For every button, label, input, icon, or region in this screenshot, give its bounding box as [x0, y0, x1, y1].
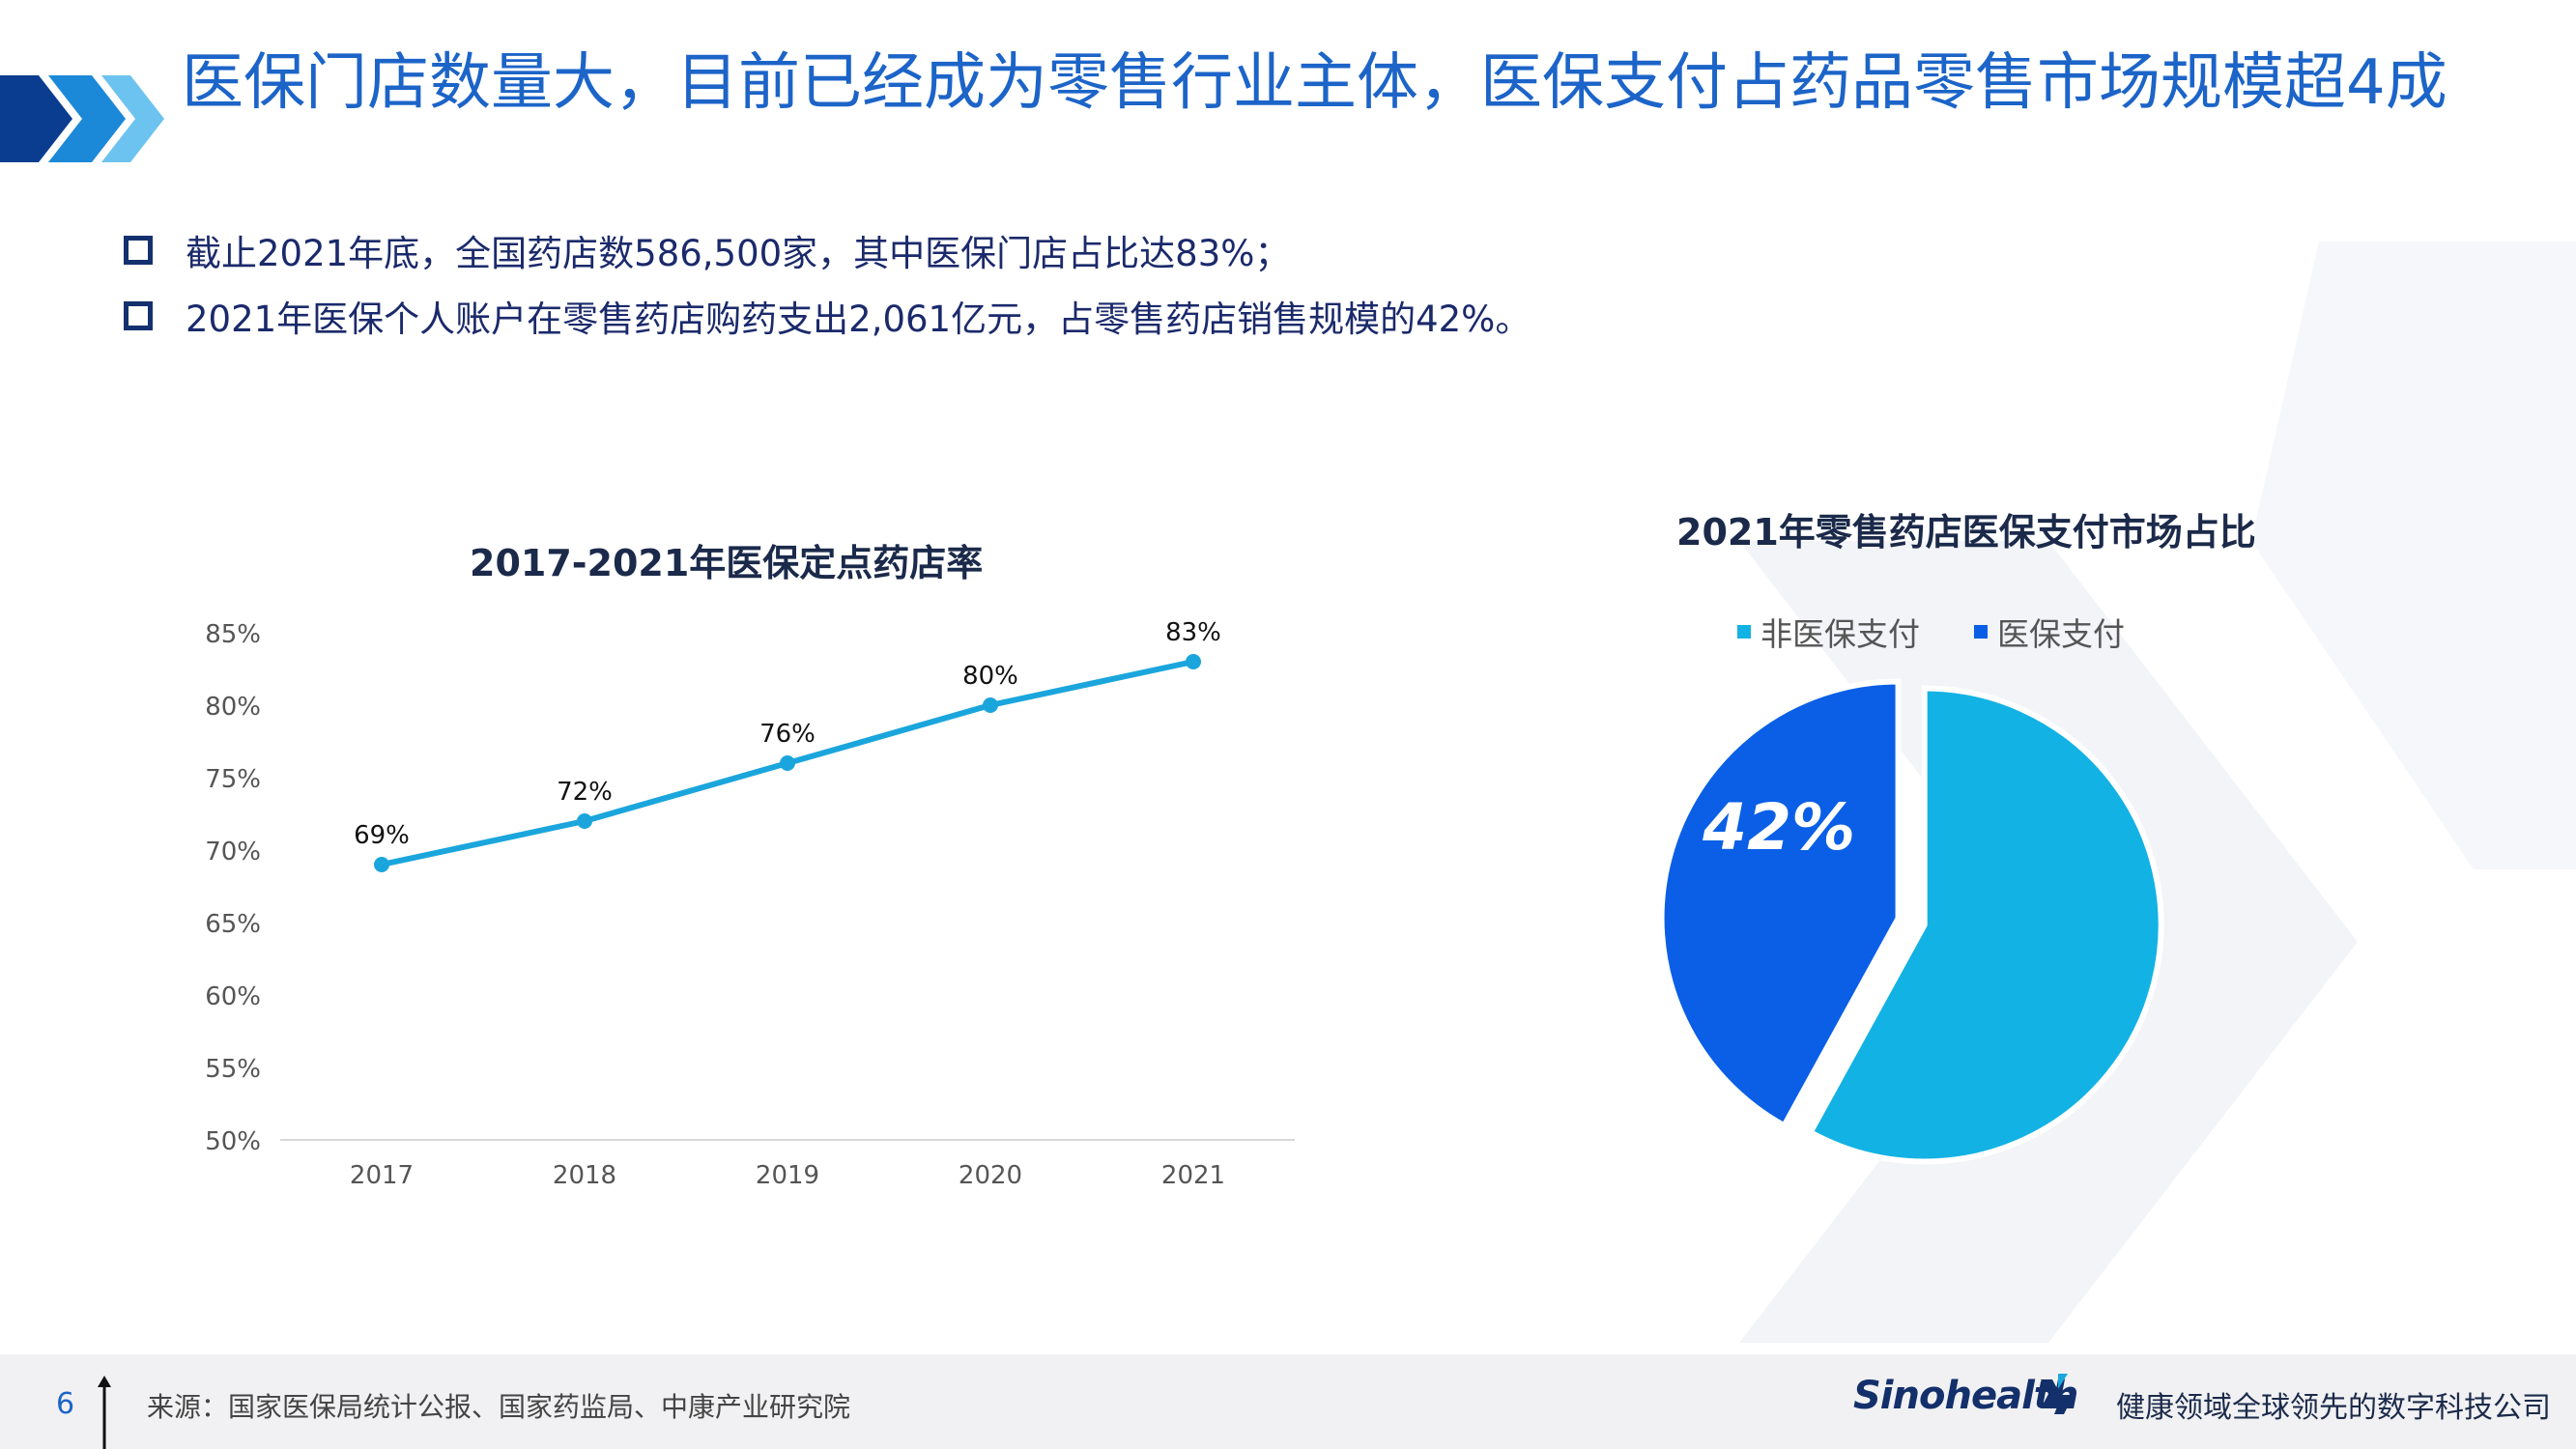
data-label: 72%: [557, 778, 613, 807]
data-point: [1186, 654, 1201, 669]
source-note: 来源：国家医保局统计公报、国家药监局、中康产业研究院: [147, 1391, 851, 1423]
pie-data-label: 42%: [1702, 790, 1855, 865]
y-tick-label: 50%: [205, 1127, 261, 1156]
y-tick-label: 55%: [205, 1055, 261, 1084]
data-point: [780, 755, 795, 771]
pie-legend: 非医保支付 医保支付: [1737, 609, 2125, 655]
legend-label: 非医保支付: [1760, 615, 1920, 653]
data-point: [983, 697, 998, 713]
data-point: [374, 857, 389, 872]
legend-label: 医保支付: [1997, 615, 2125, 653]
data-label: 69%: [354, 821, 410, 850]
y-tick-label: 75%: [205, 765, 261, 794]
page-number: 6: [56, 1387, 75, 1421]
bullet-text: 2021年医保个人账户在零售药店购药支出2,061亿元，占零售药店销售规模的42…: [186, 298, 1531, 340]
legend-swatch: [1737, 625, 1751, 639]
x-tick-label: 2020: [959, 1161, 1022, 1190]
pie-slice: [1806, 685, 2164, 1165]
data-point: [577, 813, 592, 829]
line-chart-title: 2017-2021年医保定点药店率: [470, 542, 984, 584]
pie-chart-title: 2021年零售药店医保支付市场占比: [1676, 511, 2256, 554]
square-bullet-icon: [124, 236, 153, 265]
y-tick-label: 80%: [205, 693, 261, 722]
logo-mark-icon: [2041, 1374, 2074, 1414]
bullet-list: 截止2021年底，全国药店数586,500家，其中医保门店占比达83%； 202…: [124, 217, 1531, 349]
title-arrows-icon: [0, 75, 164, 162]
legend-item-non-insurance: 非医保支付: [1737, 609, 1920, 655]
pie-chart: 42%: [1658, 678, 2164, 1165]
company-tagline: 健康领域全球领先的数字科技公司: [2116, 1391, 2551, 1425]
y-tick-label: 65%: [205, 910, 261, 939]
page-title: 医保门店数量大，目前已经成为零售行业主体，医保支付占药品零售市场规模超4成: [182, 47, 2447, 119]
data-label: 83%: [1165, 618, 1221, 647]
data-label: 76%: [759, 720, 816, 749]
pie-slice: [1658, 678, 1902, 1130]
x-tick-label: 2021: [1161, 1161, 1225, 1190]
y-tick-label: 70%: [205, 838, 261, 867]
x-tick-label: 2018: [553, 1161, 616, 1190]
y-tick-label: 60%: [205, 982, 261, 1011]
legend-swatch: [1974, 625, 1988, 639]
legend-item-insurance: 医保支付: [1974, 609, 2125, 655]
x-tick-label: 2017: [350, 1161, 414, 1190]
bullet-item: 2021年医保个人账户在零售药店购药支出2,061亿元，占零售药店销售规模的42…: [124, 283, 1531, 349]
y-tick-label: 85%: [205, 620, 261, 649]
bullet-text: 截止2021年底，全国药店数586,500家，其中医保门店占比达83%；: [186, 233, 1291, 274]
data-label: 80%: [962, 662, 1018, 691]
arrow-up-icon: [98, 1376, 111, 1449]
square-bullet-icon: [124, 301, 153, 330]
bullet-item: 截止2021年底，全国药店数586,500家，其中医保门店占比达83%；: [124, 217, 1531, 283]
x-tick-label: 2019: [756, 1161, 819, 1190]
line-chart: 85% 80% 75% 70% 65% 60% 55% 50% 2017 2018 2019 2020…: [205, 618, 1295, 1190]
footer-bar: [0, 1354, 2576, 1449]
company-logo: Sinohealth: [1853, 1374, 2078, 1418]
